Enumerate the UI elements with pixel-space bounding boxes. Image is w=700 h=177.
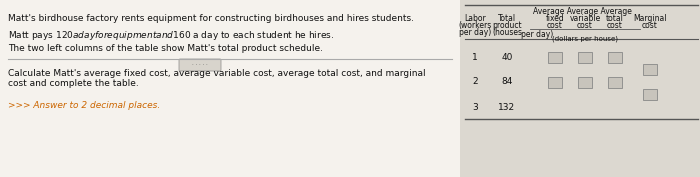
FancyBboxPatch shape	[460, 0, 700, 177]
Text: cost: cost	[642, 21, 658, 30]
Text: Matt's birdhouse factory rents equipment for constructing birdhouses and hires s: Matt's birdhouse factory rents equipment…	[8, 14, 414, 23]
Text: (workers: (workers	[458, 21, 491, 30]
Text: cost: cost	[547, 21, 563, 30]
Text: 3: 3	[472, 102, 478, 112]
Text: Calculate Matt's average fixed cost, average variable cost, average total cost, : Calculate Matt's average fixed cost, ave…	[8, 69, 426, 88]
Text: Labor: Labor	[464, 14, 486, 23]
Text: variable: variable	[569, 14, 601, 23]
FancyBboxPatch shape	[578, 52, 592, 62]
Text: Marginal: Marginal	[634, 14, 666, 23]
FancyBboxPatch shape	[608, 52, 622, 62]
FancyBboxPatch shape	[643, 64, 657, 75]
Text: product: product	[492, 21, 522, 30]
Text: 40: 40	[501, 53, 512, 61]
Text: cost: cost	[607, 21, 623, 30]
FancyBboxPatch shape	[578, 76, 592, 87]
Text: (dollars per house): (dollars per house)	[552, 36, 618, 42]
Text: total: total	[606, 14, 624, 23]
Text: 132: 132	[498, 102, 516, 112]
FancyBboxPatch shape	[548, 76, 562, 87]
FancyBboxPatch shape	[179, 59, 221, 71]
Text: 1: 1	[472, 53, 478, 61]
Text: 2: 2	[473, 78, 478, 87]
Text: The two left columns of the table show Matt's total product schedule.: The two left columns of the table show M…	[8, 44, 323, 53]
Text: (houses: (houses	[492, 28, 522, 37]
Text: Total: Total	[498, 14, 516, 23]
Text: fixed: fixed	[545, 14, 564, 23]
Text: Matt pays $120 a day for equipment and $160 a day to each student he hires.: Matt pays $120 a day for equipment and $…	[8, 29, 334, 42]
Text: · · · · ·: · · · · ·	[192, 62, 208, 67]
FancyBboxPatch shape	[608, 76, 622, 87]
FancyBboxPatch shape	[548, 52, 562, 62]
Text: cost: cost	[577, 21, 593, 30]
FancyBboxPatch shape	[0, 0, 460, 177]
Text: 84: 84	[501, 78, 512, 87]
Text: >>> Answer to 2 decimal places.: >>> Answer to 2 decimal places.	[8, 101, 160, 110]
Text: per day): per day)	[459, 28, 491, 37]
Text: Average Average Average: Average Average Average	[533, 7, 632, 16]
FancyBboxPatch shape	[643, 89, 657, 100]
Text: per day): per day)	[521, 30, 553, 39]
